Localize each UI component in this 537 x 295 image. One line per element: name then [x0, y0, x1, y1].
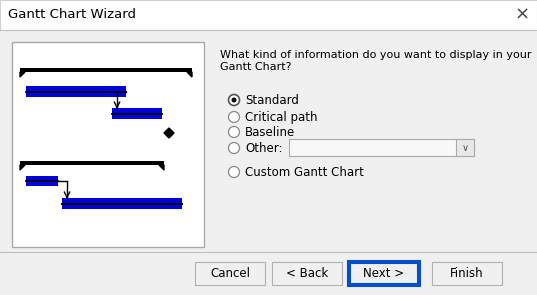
Bar [348, 261, 420, 286]
Text: Critical path: Critical path [245, 111, 317, 124]
Text: < Back: < Back [286, 267, 328, 280]
Text: Gantt Chart Wizard: Gantt Chart Wizard [8, 9, 136, 22]
Bar [272, 262, 342, 285]
Bar [195, 262, 265, 285]
Polygon shape [20, 72, 25, 77]
Text: Other:: Other: [245, 142, 282, 155]
Bar [20, 68, 192, 72]
Polygon shape [20, 165, 25, 170]
Bar [0, 0, 537, 30]
Bar [26, 86, 126, 97]
Text: Baseline: Baseline [245, 125, 295, 138]
Text: What kind of information do you want to display in your
Gantt Chart?: What kind of information do you want to … [220, 50, 532, 72]
Bar [350, 263, 418, 284]
Text: ∨: ∨ [461, 143, 469, 153]
Bar [432, 262, 502, 285]
Text: Cancel: Cancel [210, 267, 250, 280]
Text: Next >: Next > [364, 267, 404, 280]
Text: Finish: Finish [450, 267, 484, 280]
Bar [112, 108, 162, 119]
Text: Standard: Standard [245, 94, 299, 106]
Bar [20, 161, 164, 165]
Polygon shape [164, 128, 174, 138]
Polygon shape [187, 72, 192, 77]
Circle shape [229, 127, 240, 137]
Circle shape [229, 142, 240, 153]
Bar [0, 30, 537, 295]
Circle shape [229, 166, 240, 178]
Circle shape [229, 94, 240, 106]
Bar [26, 176, 58, 186]
Bar [289, 139, 474, 156]
Polygon shape [159, 165, 164, 170]
Bar [12, 42, 204, 247]
Circle shape [229, 112, 240, 122]
Text: Custom Gantt Chart: Custom Gantt Chart [245, 165, 364, 178]
Text: ×: × [514, 6, 529, 24]
Bar [62, 198, 182, 209]
Bar [456, 139, 474, 156]
Circle shape [231, 98, 236, 102]
